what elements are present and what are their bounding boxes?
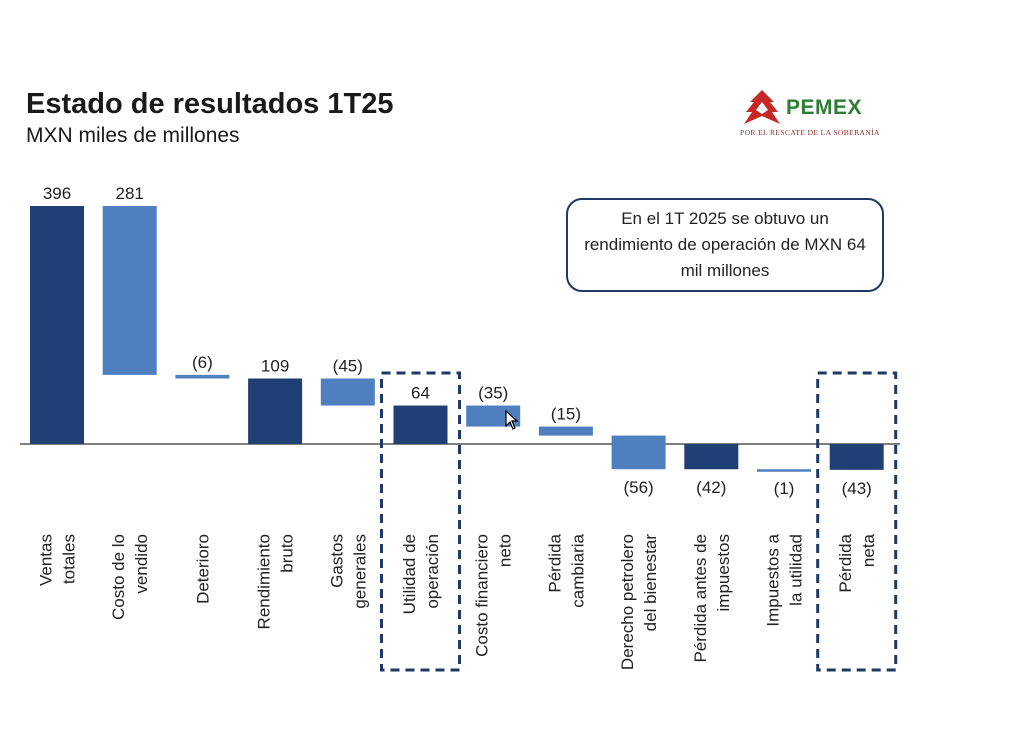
data-label-7: (15) [551, 405, 581, 424]
highlight-box-0 [380, 371, 461, 672]
category-label-4: Gastos generales [327, 534, 369, 609]
pemex-eagle-icon [744, 90, 780, 124]
category-label-0: Ventas totales [37, 534, 79, 586]
category-label-2: Deterioro [193, 534, 212, 604]
mouse-cursor-icon [505, 410, 519, 430]
logo-tagline: POR EL RESCATE DE LA SOBERANÍA [740, 128, 880, 137]
category-label-7: Pérdida cambiaria [545, 533, 587, 607]
callout-box: En el 1T 2025 se obtuvo un rendimiento d… [566, 198, 884, 292]
data-label-4: (45) [333, 356, 363, 375]
bar-2 [175, 374, 230, 379]
bar-5 [393, 405, 448, 444]
category-label-5: Utilidad de operación [400, 534, 442, 614]
pemex-logo: PEMEX POR EL RESCATE DE LA SOBERANÍA [738, 88, 898, 142]
category-label-1: Costo de lo vendido [109, 534, 151, 620]
data-label-2: (6) [192, 353, 213, 372]
category-label-9: Pérdida antes de impuestos [691, 534, 733, 663]
logo-text: PEMEX [786, 96, 863, 119]
data-label-8: (56) [623, 478, 653, 497]
chart-title: Estado de resultados 1T25 [26, 88, 394, 120]
data-label-11: (43) [842, 479, 872, 498]
category-label-11: Pérdida neta [836, 533, 878, 592]
bar-3 [248, 378, 303, 444]
category-label-3: Rendimiento bruto [255, 534, 297, 629]
data-label-5: 64 [411, 384, 430, 403]
bar-8 [611, 435, 666, 470]
data-label-10: (1) [774, 479, 795, 498]
bar-4 [320, 378, 375, 406]
data-label-6: (35) [478, 384, 508, 403]
category-label-8: Derecho petrolero del bienestar [618, 534, 660, 670]
bar-0 [30, 206, 84, 444]
bar-7 [538, 426, 593, 436]
data-label-9: (42) [696, 478, 726, 497]
data-label-0: 396 [43, 184, 71, 203]
bar-11 [829, 444, 884, 470]
bar-10 [757, 469, 811, 472]
highlight-box-1 [816, 371, 898, 672]
bar-1 [102, 206, 157, 375]
category-label-6: Costo financiero neto [473, 534, 515, 657]
chart-subtitle: MXN miles de millones [26, 124, 240, 147]
data-label-1: 281 [116, 184, 144, 203]
category-label-10: Impuestos a la utilidad [764, 533, 806, 626]
bar-9 [684, 444, 739, 470]
data-label-3: 109 [261, 356, 289, 375]
